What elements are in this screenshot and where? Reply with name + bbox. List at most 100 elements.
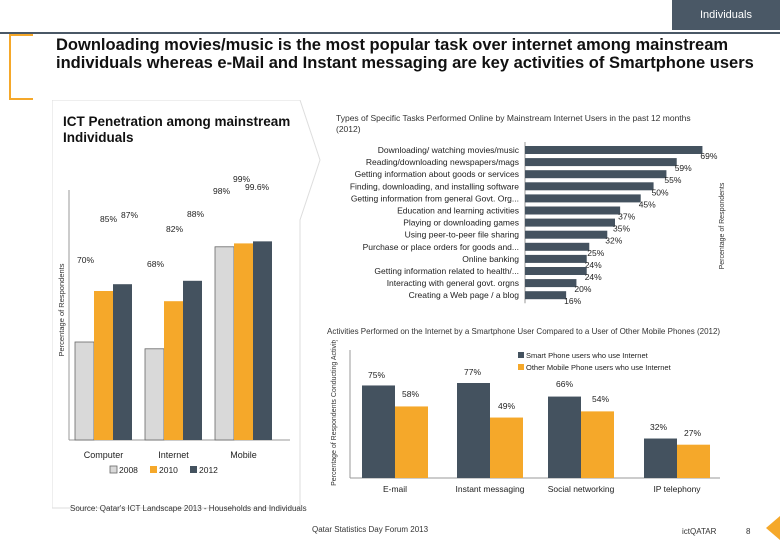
section-tag: Individuals [672,0,780,30]
chart2-category-label: Purchase or place orders for goods and..… [363,242,519,252]
chart3-data-label: 66% [556,379,573,389]
chart2-title: Types of Specific Tasks Performed Online… [336,113,691,134]
chart1-data-label: 98% [213,186,230,196]
chart3-legend-swatch [518,352,524,358]
chart1-bar-mobile-2008 [214,246,235,441]
chart1-bar-internet-2012 [183,280,202,440]
chart1-data-label: 85% [100,214,117,224]
chart1-legend-swatch-2010 [150,466,157,473]
chart3-bar [490,417,523,478]
chart2-data-label: 35% [613,224,630,234]
chart1-legend-swatch-2012 [190,466,197,473]
chart1-bar-computer-2012 [113,284,132,440]
chart2-data-label: 69% [700,151,717,161]
chart2-category-label: Online banking [462,254,519,264]
chart1-bar-computer-2010 [94,291,113,440]
chart2-bar [525,158,677,167]
chart3-legend-label: Smart Phone users who use Internet [526,351,649,360]
chart1-legend-label-2008: 2008 [119,465,138,475]
chart2-bar [525,170,667,179]
title-bracket [9,34,33,100]
chart2-category-label: Interacting with general govt. orgns [387,278,519,288]
chart3-data-label: 54% [592,394,609,404]
chart2-category-label: Reading/downloading newspapers/mags [366,157,519,167]
chart2-data-label: 16% [564,296,581,306]
chart1-legend-swatch-2008 [109,465,118,474]
chart3-xtick: Instant messaging [456,484,525,494]
chart3-xtick: IP telephony [653,484,701,494]
chart1-bar-mobile-2010 [234,243,253,440]
chart2-data-label: 25% [587,248,604,258]
chart2-category-label: Education and learning activities [397,206,519,216]
chart1-bar-internet-2008 [144,348,165,441]
chart1-xtick-computer: Computer [84,450,124,460]
chart3-data-label: 32% [650,422,667,432]
chart3-svg: Percentage of Respondents Conducting Act… [331,340,720,494]
chart1-bar-mobile-2012 [253,241,272,440]
event-name: Qatar Statistics Day Forum 2013 [312,525,429,534]
chart2-data-label: 20% [574,284,591,294]
chart2-bar [525,279,577,288]
chart3-data-label: 58% [402,389,419,399]
chart3-legend-swatch [518,364,524,370]
chart2-data-label: 59% [675,163,692,173]
chart2-bar [525,206,621,215]
chart1-svg: Percentage of Respondents Computer Interne… [57,174,290,475]
chart3-bar [395,406,428,478]
chart3-bar [677,444,710,478]
chart2-category-label: Downloading/ watching movies/music [378,145,520,155]
chart2-category-label: Getting information from general Govt. O… [351,193,519,203]
chart1-title: ICT Penetration among mainstream Individ… [63,114,291,145]
chart2-data-label: 37% [618,212,635,222]
chart2-data-label: 45% [639,199,656,209]
chart2-bar [525,230,608,239]
chart3-data-label: 75% [368,370,385,380]
chart2-ylabel: Percentage of Respondents [719,182,726,269]
chart2-bar [525,254,587,263]
chart1-data-label: 87% [121,210,138,220]
chart2-bar [525,194,641,203]
chart2-data-label: 32% [605,236,622,246]
chart3-bar [644,438,677,478]
chart1-data-label: 68% [147,259,164,269]
page-title: Downloading movies/music is the most pop… [56,36,754,72]
chart1-ylabel: Percentage of Respondents [57,263,66,356]
chart2-bar [525,182,654,191]
chart3-legend-label: Other Mobile Phone users who use Interne… [526,363,672,372]
chart2-data-label: 24% [585,260,602,270]
chart2-svg: Downloading/ watching movies/music 69% Rea… [350,142,726,306]
chart3-bar [457,383,490,478]
chart2-data-label: 55% [664,175,681,185]
chart3-data-label: 49% [498,401,515,411]
chart2-category-label: Playing or downloading games [403,218,519,228]
chart3-xtick: Social networking [548,484,615,494]
chart3-bar [581,411,614,478]
chart3-xtick: E-mail [383,484,407,494]
header-rule [0,32,780,34]
chart2-data-label: 24% [585,272,602,282]
chart1-data-label: 99% [233,174,250,184]
chart3-data-label: 77% [464,367,481,377]
chart1-legend-label-2012: 2012 [199,465,218,475]
chart1-data-label: 88% [187,209,204,219]
chart1-data-label: 70% [77,255,94,265]
chart3-bar [548,396,581,478]
chart2-category-label: Getting information related to health/..… [374,266,519,276]
chart3-ylabel: Percentage of Respondents Conducting Act… [331,340,338,486]
chart1-bar-internet-2010 [164,301,183,440]
chart2-category-label: Creating a Web page / a blog [409,290,520,300]
chart1-legend-label-2010: 2010 [159,465,178,475]
section-tag-label: Individuals [700,9,752,21]
chart2-bar [525,218,615,227]
chart1-bar-computer-2008 [74,341,95,441]
chart2-bar [525,291,567,300]
chart3-bar [362,385,395,478]
chart2-category-label: Getting information about goods or servi… [355,169,519,179]
brand-logo-text: ictQATAR [682,527,717,536]
chart1-data-label: 99.6% [245,182,270,192]
chart2-bar [525,267,587,275]
source-note: Source: Qatar's ICT Landscape 2013 - Hou… [70,504,307,513]
chart1-xtick-internet: Internet [158,450,189,460]
chart2-data-label: 50% [652,187,669,197]
chart1-xtick-mobile: Mobile [230,450,257,460]
